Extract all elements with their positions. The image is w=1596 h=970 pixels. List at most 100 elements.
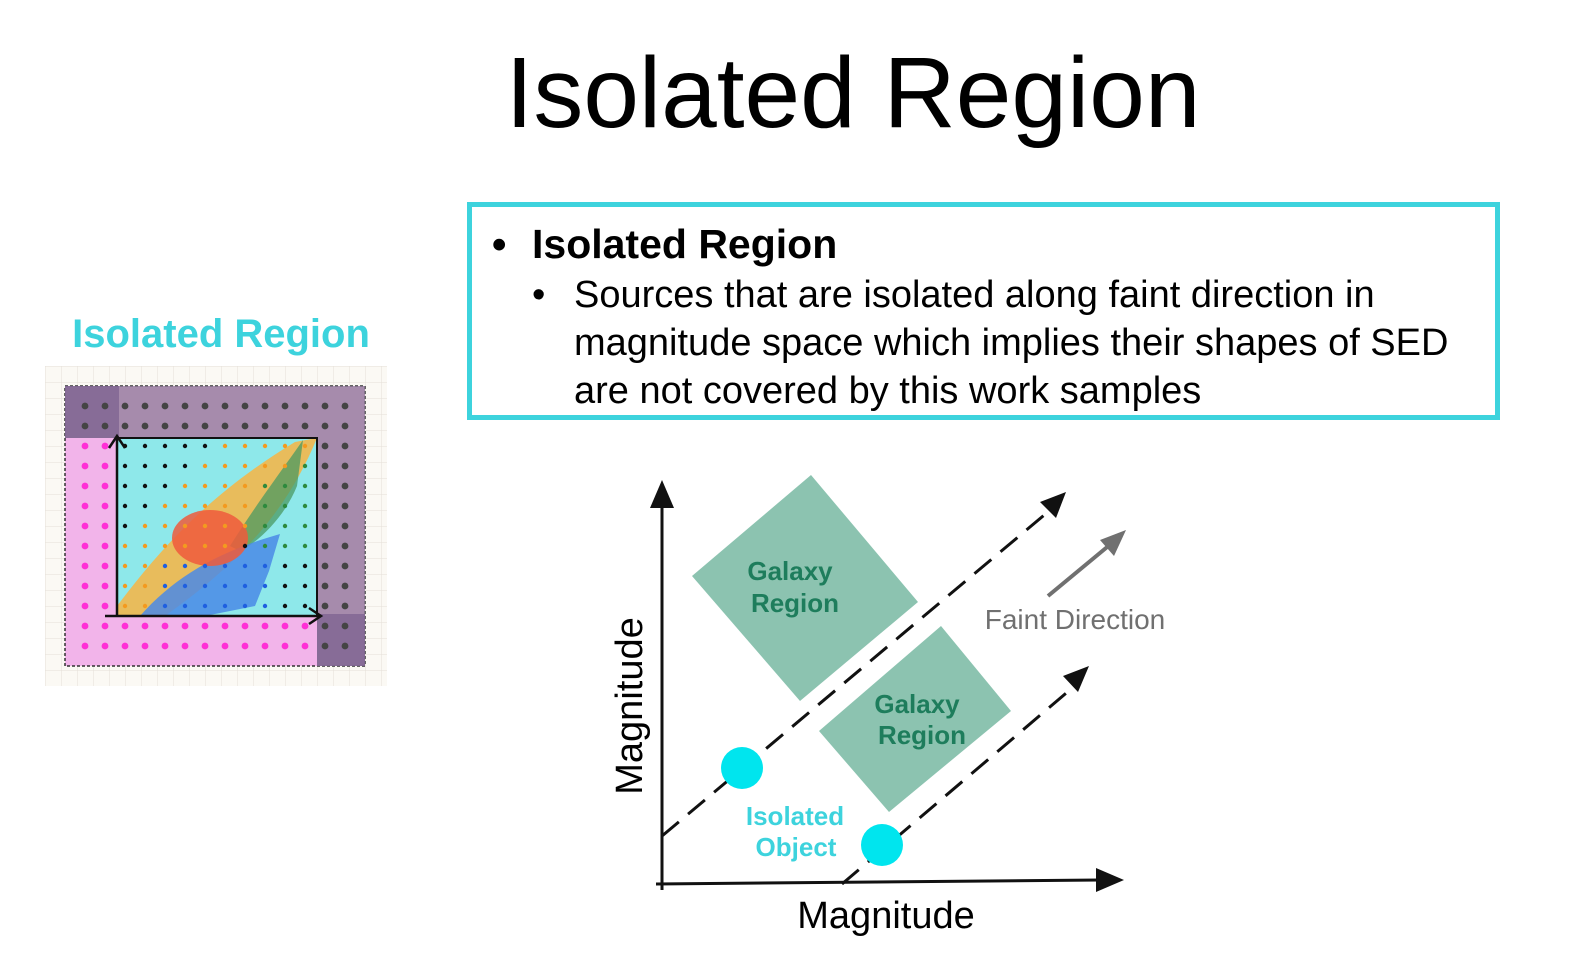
thumb-dot bbox=[321, 522, 329, 530]
thumb-dot bbox=[341, 402, 349, 410]
bullet-sub: • Sources that are isolated along faint d… bbox=[532, 271, 1494, 415]
thumb-dot bbox=[222, 503, 228, 509]
thumb-dot bbox=[122, 523, 128, 529]
thumb-dot bbox=[121, 642, 129, 650]
thumb-dot bbox=[101, 622, 109, 630]
thumb-dot bbox=[162, 603, 168, 609]
thumb-dot bbox=[241, 402, 249, 410]
bullet-main: • Isolated Region bbox=[492, 221, 837, 268]
thumb-dot bbox=[242, 543, 248, 549]
thumb-dot bbox=[101, 462, 109, 470]
thumb-dot bbox=[142, 463, 148, 469]
thumb-dot bbox=[101, 482, 109, 490]
thumb-dot bbox=[321, 642, 329, 650]
thumb-dot bbox=[101, 422, 109, 430]
thumb-dot bbox=[321, 462, 329, 470]
thumb-dot bbox=[141, 402, 149, 410]
thumb-dot bbox=[142, 503, 148, 509]
thumb-dot bbox=[262, 523, 268, 529]
thumb-dot bbox=[261, 622, 269, 630]
thumb-red-blob bbox=[172, 510, 248, 566]
thumb-dot bbox=[101, 522, 109, 530]
thumb-dot bbox=[161, 642, 169, 650]
thumb-dot bbox=[222, 523, 228, 529]
thumb-dot bbox=[302, 443, 308, 449]
thumb-dot bbox=[181, 422, 189, 430]
thumb-dot bbox=[302, 503, 308, 509]
thumb-dot bbox=[242, 603, 248, 609]
thumb-dot bbox=[162, 563, 168, 569]
isolated-region-thumbnail bbox=[45, 366, 387, 686]
thumb-dot bbox=[101, 542, 109, 550]
thumb-dot bbox=[261, 402, 269, 410]
thumb-dot bbox=[341, 542, 349, 550]
thumb-dot bbox=[242, 483, 248, 489]
thumb-dot bbox=[221, 622, 229, 630]
thumb-dot bbox=[282, 443, 288, 449]
galaxy-region-upper-label-line1: Galaxy bbox=[747, 556, 833, 586]
thumb-dot bbox=[301, 622, 309, 630]
thumb-dot bbox=[122, 503, 128, 509]
thumb-dot bbox=[262, 583, 268, 589]
thumb-dot bbox=[201, 642, 209, 650]
thumb-dot bbox=[222, 443, 228, 449]
thumb-dot bbox=[262, 443, 268, 449]
thumb-dot bbox=[262, 503, 268, 509]
thumb-dot bbox=[141, 422, 149, 430]
thumb-dot bbox=[321, 442, 329, 450]
thumb-dot bbox=[122, 563, 128, 569]
thumb-dot bbox=[81, 562, 89, 570]
thumb-dot bbox=[281, 402, 289, 410]
thumb-dot bbox=[222, 463, 228, 469]
thumb-dot bbox=[122, 463, 128, 469]
isolated-object-label-line1: Isolated bbox=[746, 801, 844, 831]
thumb-dot bbox=[241, 622, 249, 630]
x-axis-label: Magnitude bbox=[797, 895, 974, 937]
thumb-dot bbox=[321, 542, 329, 550]
thumb-dot bbox=[222, 603, 228, 609]
thumb-dot bbox=[321, 402, 329, 410]
thumb-dot bbox=[162, 583, 168, 589]
thumb-dot bbox=[301, 642, 309, 650]
x-axis bbox=[655, 878, 1101, 886]
thumb-dot bbox=[302, 543, 308, 549]
thumb-dot bbox=[202, 443, 208, 449]
thumb-dot bbox=[202, 583, 208, 589]
y-axis-label: Magnitude bbox=[609, 617, 651, 794]
thumb-dot bbox=[341, 582, 349, 590]
thumb-dot bbox=[142, 583, 148, 589]
thumb-dot bbox=[182, 443, 188, 449]
thumb-dot bbox=[242, 503, 248, 509]
thumb-dot bbox=[122, 603, 128, 609]
faint-direction-arrow bbox=[1046, 541, 1114, 598]
thumb-dot bbox=[241, 642, 249, 650]
thumb-dot bbox=[261, 642, 269, 650]
bullet-sub-text: Sources that are isolated along faint di… bbox=[574, 274, 1449, 412]
thumb-dot bbox=[141, 642, 149, 650]
thumb-dot bbox=[101, 402, 109, 410]
thumb-dot bbox=[301, 402, 309, 410]
thumb-dot bbox=[182, 603, 188, 609]
thumb-dot bbox=[242, 443, 248, 449]
thumb-dot bbox=[162, 543, 168, 549]
thumb-dot bbox=[181, 402, 189, 410]
galaxy-region-lower-label-line1: Galaxy bbox=[874, 689, 960, 719]
galaxy-region-lower-label-line2: Region bbox=[878, 720, 966, 750]
thumb-dot bbox=[262, 543, 268, 549]
thumb-dot bbox=[182, 463, 188, 469]
thumb-dot bbox=[142, 603, 148, 609]
thumb-dot bbox=[101, 602, 109, 610]
thumb-dot bbox=[161, 402, 169, 410]
thumb-dot bbox=[321, 562, 329, 570]
thumb-dot bbox=[321, 482, 329, 490]
thumb-dot bbox=[202, 543, 208, 549]
thumb-dot bbox=[262, 483, 268, 489]
thumb-dot bbox=[122, 583, 128, 589]
thumb-dot bbox=[121, 422, 129, 430]
thumb-dot bbox=[282, 523, 288, 529]
thumb-dot bbox=[262, 463, 268, 469]
thumb-dot bbox=[162, 523, 168, 529]
thumb-dot bbox=[81, 542, 89, 550]
thumb-dot bbox=[81, 642, 89, 650]
galaxy-region-lower bbox=[819, 626, 1011, 812]
